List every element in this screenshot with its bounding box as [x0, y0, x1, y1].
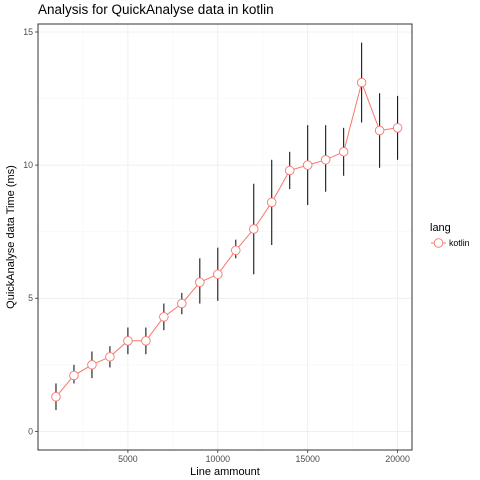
x-axis-ticks: 5000 10000 15000 20000 — [118, 450, 410, 464]
data-point — [69, 370, 79, 381]
data-points — [51, 77, 403, 402]
data-point — [87, 360, 97, 370]
legend-label-kotlin: kotlin — [449, 238, 470, 248]
data-point — [338, 147, 349, 157]
x-tick-label: 15000 — [295, 454, 320, 464]
data-point — [320, 155, 331, 165]
y-tick-label: 5 — [28, 293, 33, 303]
chart-title: Analysis for QuickAnalyse data in kotlin — [38, 2, 274, 17]
data-point — [123, 336, 133, 346]
plot-border — [37, 23, 413, 451]
y-axis-ticks: 0 5 10 15 — [23, 27, 38, 436]
data-point — [374, 125, 385, 136]
y-tick-label: 10 — [23, 160, 33, 170]
x-axis-title: Line ammount — [190, 466, 260, 478]
y-axis-title: QuickAnalyse data Time (ms) — [5, 165, 17, 309]
data-point — [267, 197, 277, 208]
data-point — [284, 165, 295, 176]
plot-panel — [38, 24, 412, 450]
data-point — [195, 277, 205, 288]
data-point — [141, 336, 151, 346]
y-tick-label: 0 — [28, 426, 33, 436]
data-point — [249, 224, 259, 234]
data-point — [51, 392, 61, 402]
legend-key-kotlin — [431, 238, 446, 248]
x-tick-label: 10000 — [206, 454, 231, 464]
x-tick-label: 20000 — [385, 454, 410, 464]
y-tick-label: 15 — [23, 27, 33, 37]
data-point — [213, 269, 223, 280]
data-point — [356, 77, 367, 88]
legend: lang kotlin — [430, 222, 470, 248]
legend-key-point — [433, 238, 444, 248]
data-point — [231, 245, 241, 256]
data-point — [105, 352, 115, 362]
data-point — [159, 312, 169, 322]
data-point — [392, 123, 403, 133]
legend-title: lang — [430, 222, 451, 234]
data-point — [177, 298, 187, 309]
x-tick-label: 5000 — [118, 454, 138, 464]
grid — [38, 24, 412, 450]
data-point — [302, 160, 313, 170]
